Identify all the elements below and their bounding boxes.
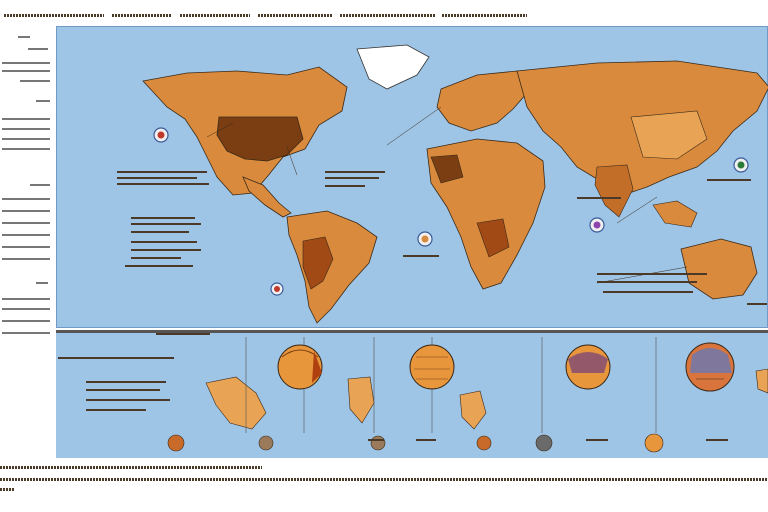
globe-4 (685, 342, 735, 392)
mini-continent (347, 376, 375, 424)
australia-shape (680, 238, 758, 300)
callout-line (386, 106, 442, 146)
world-map-panel (56, 26, 768, 328)
europe-shape (436, 70, 528, 132)
mini-continent (205, 376, 267, 430)
globe-icon (589, 217, 605, 233)
globe-1 (277, 344, 323, 390)
legend-line (20, 78, 50, 83)
legend-line (2, 126, 52, 131)
callout-line (206, 122, 234, 138)
header-text-row (0, 6, 768, 24)
india-shape (594, 164, 634, 218)
footer-scribble (0, 488, 14, 491)
mini-continent (459, 390, 487, 430)
legend-line (2, 146, 52, 151)
legend-line (2, 244, 52, 249)
bottom-annotations (58, 333, 728, 441)
globe-icon (417, 231, 433, 247)
callout-line (616, 196, 658, 224)
legend-line (2, 232, 52, 237)
africa-detail-2 (476, 218, 510, 258)
greenland-shape (356, 44, 430, 90)
header-scribble (258, 14, 333, 17)
header-scribble (180, 14, 250, 17)
mini-globes-row (167, 433, 664, 453)
globe-icon (733, 157, 749, 173)
legend-line (2, 318, 52, 323)
legend-line (36, 280, 48, 285)
globe-icon (153, 127, 169, 143)
legend-line (2, 136, 52, 141)
legend-line (2, 330, 52, 335)
map-annotations (117, 171, 767, 305)
left-legend-column (0, 26, 56, 346)
header-scribble (112, 14, 172, 17)
footer-scribble (0, 478, 768, 481)
legend-line (30, 182, 50, 187)
header-scribble (4, 14, 104, 17)
footer-text-block (0, 462, 768, 502)
usa-shape (216, 116, 304, 162)
south-america-detail (302, 236, 334, 290)
legend-line (2, 220, 52, 225)
legend-line (28, 46, 48, 51)
legend-line (2, 116, 52, 121)
footer-scribble (0, 466, 262, 469)
header-scribble (340, 14, 435, 17)
bottom-globes-panel (56, 330, 768, 458)
se-asia-islands (652, 200, 698, 228)
legend-line (2, 306, 52, 311)
globe-icon (270, 282, 284, 296)
africa-detail (430, 154, 464, 184)
south-america-shape (286, 210, 378, 324)
bottom-panel-svg (58, 333, 768, 453)
legend-line (36, 98, 50, 103)
globe-2 (409, 344, 455, 390)
legend-line (2, 296, 52, 301)
china-detail (630, 110, 708, 160)
callout-line (286, 146, 298, 176)
header-scribble (442, 14, 527, 17)
legend-line (2, 196, 52, 201)
world-map-svg (117, 44, 768, 324)
legend-line (18, 34, 30, 39)
legend-line (2, 256, 52, 261)
legend-line (2, 68, 52, 73)
legend-line (2, 60, 52, 65)
central-america-shape (242, 176, 292, 218)
mini-continent (755, 368, 768, 394)
globe-3 (565, 344, 611, 390)
legend-line (2, 208, 52, 213)
